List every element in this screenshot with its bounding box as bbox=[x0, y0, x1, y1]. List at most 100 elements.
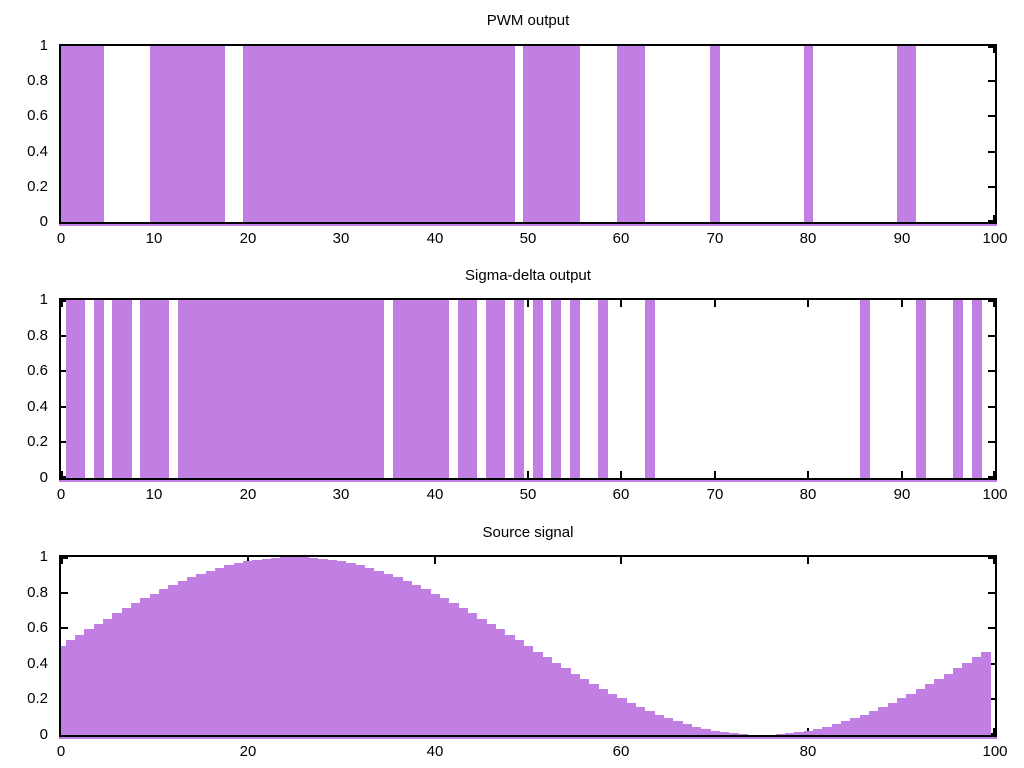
sigma-delta-plot-area bbox=[59, 298, 997, 480]
sample-bar bbox=[121, 300, 132, 478]
y-tick-left bbox=[61, 406, 68, 408]
y-tick-right bbox=[988, 80, 995, 82]
sample-bar bbox=[626, 46, 636, 222]
sample-bar bbox=[691, 726, 702, 735]
sample-bar bbox=[803, 46, 814, 222]
sample-bar bbox=[75, 46, 85, 222]
x-tick-label: 0 bbox=[56, 486, 66, 503]
sample-bar bbox=[915, 300, 926, 478]
sample-bar bbox=[822, 726, 833, 735]
sample-bar bbox=[401, 581, 412, 735]
x-tick-label: 100 bbox=[982, 486, 1008, 503]
sample-bar bbox=[205, 300, 216, 478]
x-tick-top bbox=[807, 557, 809, 564]
sample-bar bbox=[485, 300, 496, 478]
sample-bar bbox=[439, 598, 450, 735]
sample-bar bbox=[523, 646, 534, 735]
y-tick-right bbox=[988, 406, 995, 408]
x-tick-top bbox=[61, 300, 63, 307]
sample-bar bbox=[803, 730, 814, 735]
y-tick-left bbox=[61, 441, 68, 443]
sample-bar bbox=[317, 300, 328, 478]
sample-bar bbox=[560, 46, 571, 222]
pwm-plot-title: PWM output bbox=[486, 12, 570, 29]
x-tick-bottom bbox=[620, 471, 622, 478]
x-tick-bottom bbox=[714, 471, 716, 478]
y-tick-label: 1 bbox=[39, 37, 48, 54]
y-tick-label: 0.2 bbox=[27, 433, 48, 450]
sample-bar bbox=[308, 300, 319, 478]
x-tick-bottom bbox=[993, 215, 995, 222]
sample-bar bbox=[495, 46, 506, 222]
x-tick-top bbox=[993, 300, 995, 307]
sample-bar bbox=[579, 678, 590, 735]
sample-bar bbox=[448, 603, 459, 735]
sample-bar bbox=[654, 714, 665, 735]
sample-bar bbox=[682, 724, 693, 735]
sample-bar bbox=[252, 559, 263, 735]
sample-bar bbox=[336, 46, 347, 222]
x-tick-top bbox=[61, 557, 63, 564]
sample-bar bbox=[420, 589, 431, 735]
sample-bar bbox=[336, 561, 347, 735]
sample-bar bbox=[392, 300, 403, 478]
x-tick-top bbox=[714, 300, 716, 307]
sample-bar bbox=[308, 557, 319, 735]
x-tick-label: 30 bbox=[332, 486, 350, 503]
x-tick-bottom bbox=[807, 471, 809, 478]
sample-bar bbox=[177, 581, 188, 735]
sample-bar bbox=[906, 693, 917, 735]
sample-bar bbox=[859, 300, 870, 478]
sample-bar bbox=[75, 634, 85, 735]
sample-bar bbox=[840, 721, 851, 735]
x-tick-label: 0 bbox=[56, 743, 66, 760]
sample-bar bbox=[457, 46, 468, 222]
sample-bar bbox=[317, 558, 328, 735]
sample-bar bbox=[962, 662, 973, 735]
sample-bar bbox=[392, 46, 403, 222]
x-tick-label: 50 bbox=[519, 486, 537, 503]
sample-bar bbox=[598, 688, 608, 735]
sample-bar bbox=[551, 46, 562, 222]
sample-bar bbox=[644, 300, 655, 478]
sample-bar bbox=[831, 724, 842, 735]
sample-bar bbox=[373, 570, 384, 735]
y-tick-right bbox=[988, 186, 995, 188]
y-tick-right bbox=[988, 220, 995, 222]
sample-bar bbox=[355, 565, 366, 735]
sample-bar bbox=[159, 589, 169, 735]
sample-bar bbox=[345, 300, 356, 478]
x-tick-label: 100 bbox=[982, 230, 1008, 247]
sample-bar bbox=[112, 300, 123, 478]
sample-bar bbox=[84, 46, 95, 222]
sample-bar bbox=[243, 561, 254, 735]
sample-bar bbox=[327, 46, 338, 222]
sample-bar bbox=[177, 300, 188, 478]
sample-bar bbox=[373, 300, 384, 478]
sample-bar bbox=[878, 706, 889, 735]
sample-bar bbox=[93, 300, 104, 478]
sample-bar bbox=[971, 300, 982, 478]
sample-bar bbox=[728, 733, 739, 735]
sample-bar bbox=[850, 718, 861, 735]
y-tick-left bbox=[61, 370, 68, 372]
sample-bar bbox=[65, 640, 76, 735]
sample-bar bbox=[84, 629, 95, 735]
sample-bar bbox=[532, 651, 543, 735]
sample-bar bbox=[551, 662, 562, 735]
x-tick-label: 20 bbox=[239, 486, 257, 503]
sample-bar bbox=[93, 46, 104, 222]
y-tick-label: 0 bbox=[39, 469, 48, 486]
sample-bar bbox=[280, 46, 291, 222]
sample-bar bbox=[215, 46, 226, 222]
x-tick-top bbox=[620, 557, 622, 564]
y-tick-label: 0 bbox=[39, 213, 48, 230]
sample-bar bbox=[626, 702, 636, 735]
sample-bar bbox=[570, 300, 580, 478]
sample-bar bbox=[420, 46, 431, 222]
x-tick-bottom bbox=[993, 728, 995, 735]
x-tick-label: 50 bbox=[519, 230, 537, 247]
sample-bar bbox=[61, 646, 67, 735]
sample-bar bbox=[784, 733, 795, 735]
sample-bar bbox=[943, 673, 954, 735]
